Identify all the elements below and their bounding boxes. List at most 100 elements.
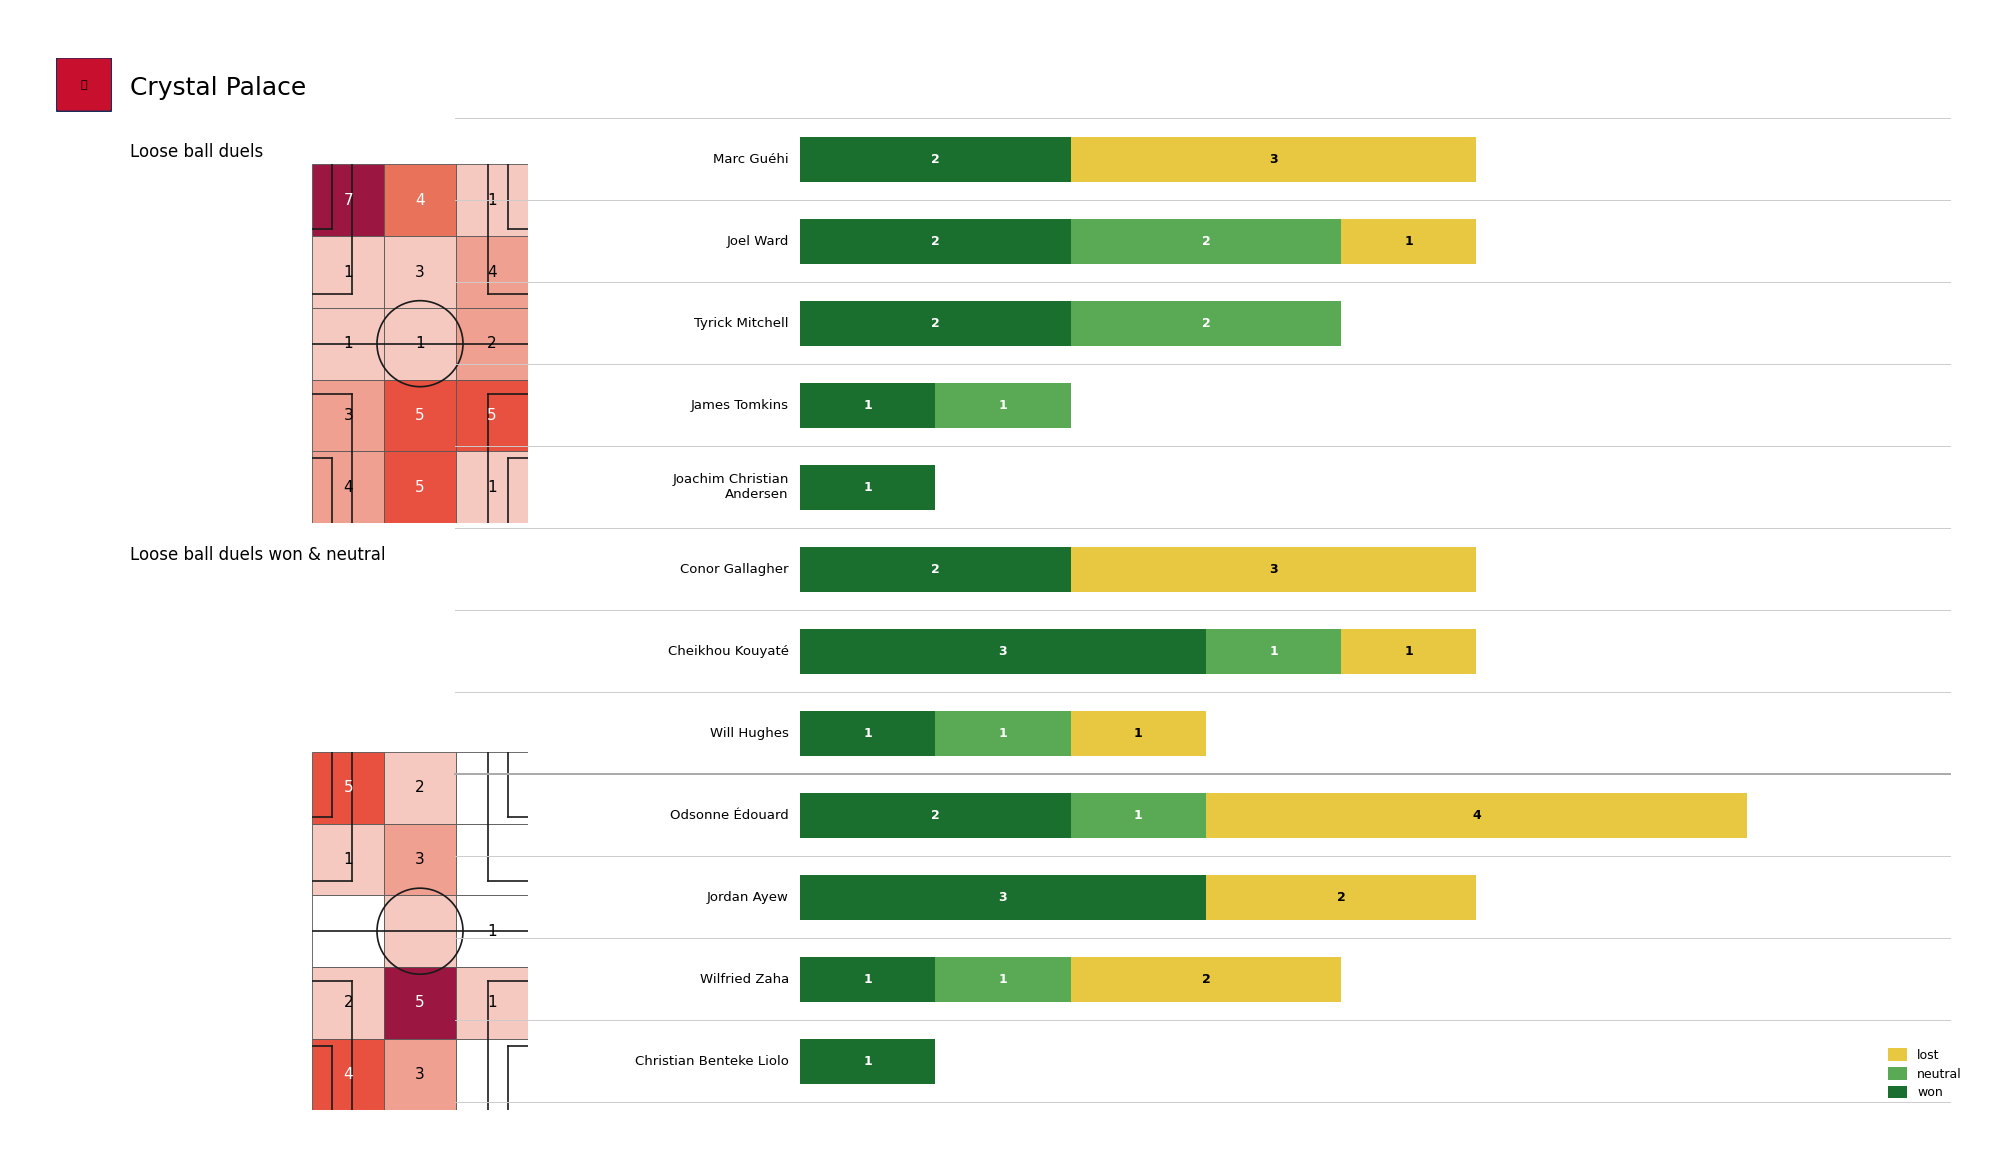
Bar [312, 895, 384, 967]
Bar [800, 219, 1070, 263]
Bar [312, 1039, 384, 1110]
Bar [456, 967, 528, 1039]
Text: 3: 3 [344, 408, 354, 423]
Bar [936, 956, 1070, 1002]
Bar [800, 793, 1070, 838]
Text: 1: 1 [864, 1055, 872, 1068]
Bar [1206, 874, 1476, 920]
Bar [384, 308, 456, 380]
Bar [456, 824, 528, 895]
Bar [384, 967, 456, 1039]
Text: 2: 2 [1336, 891, 1346, 904]
Text: 3: 3 [1270, 153, 1278, 166]
Bar [800, 546, 1070, 592]
Text: 1: 1 [344, 264, 354, 280]
Text: 2: 2 [930, 316, 940, 329]
Bar [800, 301, 1070, 345]
Text: 1: 1 [416, 336, 424, 351]
Bar [936, 383, 1070, 428]
Text: 3: 3 [1270, 563, 1278, 576]
Text: 1: 1 [486, 995, 496, 1010]
Bar [1342, 629, 1476, 673]
Bar [312, 165, 384, 236]
Bar [384, 165, 456, 236]
Text: 1: 1 [486, 479, 496, 495]
Text: 2: 2 [416, 780, 424, 795]
Bar [1206, 793, 1748, 838]
Text: 1: 1 [998, 726, 1008, 739]
Legend: lost, neutral, won: lost, neutral, won [1884, 1043, 1966, 1104]
Bar [800, 383, 936, 428]
Bar [1070, 301, 1342, 345]
Bar [800, 1039, 936, 1083]
Text: 7: 7 [344, 193, 354, 208]
Text: Loose ball duels: Loose ball duels [130, 143, 264, 161]
Text: 1: 1 [864, 726, 872, 739]
Text: 1: 1 [1404, 235, 1414, 248]
Text: 3: 3 [416, 264, 424, 280]
Text: 1: 1 [1404, 645, 1414, 658]
Text: 1: 1 [1134, 726, 1142, 739]
Bar [1070, 546, 1476, 592]
Text: 1: 1 [486, 193, 496, 208]
Text: 4: 4 [1472, 808, 1480, 821]
Text: 2: 2 [1202, 235, 1210, 248]
Text: 1: 1 [1134, 808, 1142, 821]
Bar [936, 711, 1070, 756]
Bar [312, 752, 384, 824]
Bar [384, 451, 456, 523]
Bar [456, 1039, 528, 1110]
Bar [456, 236, 528, 308]
Bar [456, 895, 528, 967]
Bar [1206, 629, 1342, 673]
Text: 1: 1 [864, 973, 872, 986]
Text: 2: 2 [1202, 316, 1210, 329]
Bar [456, 165, 528, 236]
Text: 4: 4 [486, 264, 496, 280]
Bar [456, 380, 528, 451]
Text: 2: 2 [930, 563, 940, 576]
Text: 3: 3 [998, 891, 1008, 904]
Text: 1: 1 [864, 481, 872, 494]
Text: 1: 1 [486, 924, 496, 939]
Bar [1070, 711, 1206, 756]
Bar [1070, 136, 1476, 182]
Text: 1: 1 [344, 852, 354, 867]
Bar [1070, 956, 1342, 1002]
Text: 1: 1 [864, 398, 872, 411]
Bar [456, 308, 528, 380]
Bar [312, 824, 384, 895]
Text: 1: 1 [998, 398, 1008, 411]
Bar [456, 752, 528, 824]
Bar [312, 967, 384, 1039]
Bar [384, 824, 456, 895]
Text: 3: 3 [998, 645, 1008, 658]
Bar [800, 874, 1206, 920]
Bar [800, 711, 936, 756]
Text: 5: 5 [416, 995, 424, 1010]
Bar [456, 451, 528, 523]
Text: 5: 5 [486, 408, 496, 423]
Text: 5: 5 [416, 408, 424, 423]
Text: 2: 2 [930, 235, 940, 248]
Text: 4: 4 [416, 193, 424, 208]
Bar [312, 236, 384, 308]
Bar [312, 380, 384, 451]
Text: 2: 2 [930, 153, 940, 166]
Bar [800, 464, 936, 510]
Bar [312, 451, 384, 523]
Bar [1070, 219, 1342, 263]
Bar [312, 308, 384, 380]
Text: 1: 1 [1270, 645, 1278, 658]
Text: 5: 5 [344, 780, 354, 795]
Bar [384, 1039, 456, 1110]
Text: ⚽: ⚽ [80, 80, 88, 89]
Text: Loose ball duels won & neutral: Loose ball duels won & neutral [130, 546, 386, 564]
Bar [384, 236, 456, 308]
Text: 4: 4 [344, 1067, 354, 1082]
Text: 4: 4 [344, 479, 354, 495]
Bar [384, 380, 456, 451]
Text: 2: 2 [344, 995, 354, 1010]
Text: 5: 5 [416, 479, 424, 495]
Bar [1070, 793, 1206, 838]
